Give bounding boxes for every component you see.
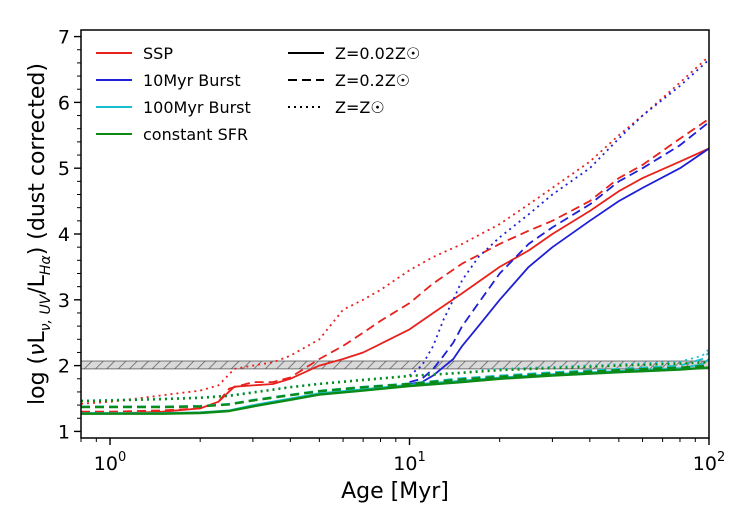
series-line-100myr-burst-z-z: [81, 348, 709, 402]
y-tick-label: 7: [58, 27, 70, 49]
series-line-constant-sfr-z-0-02z: [81, 366, 709, 415]
series-line-10myr-burst-z-z: [408, 58, 709, 377]
y-tick-label: 6: [58, 92, 70, 114]
shaded-band-layer: [81, 360, 709, 370]
legend-label-metallicity: Z=0.02Z☉: [335, 44, 420, 63]
series-line-10myr-burst-z-0-2z: [409, 121, 709, 383]
y-axis-ticks: 1 2 3 4 5 6 7: [58, 27, 81, 443]
y-tick-label: 3: [58, 290, 70, 312]
series-line-ssp-z-0-2z: [81, 118, 709, 413]
y-tick-label: 4: [58, 224, 70, 246]
series-layer: [81, 55, 709, 415]
legend-label-10myr-burst: 10Myr Burst: [143, 71, 241, 90]
series-line-10myr-burst-z-0-02z: [409, 147, 709, 385]
x-tick-label: 100: [94, 450, 126, 475]
legend: SSP 10Myr Burst 100Myr Burst constant SFR Z=…: [96, 44, 420, 144]
y-axis-title: log (νLν, UV/LHα) (dust corrected): [25, 63, 54, 405]
x-tick-label: 101: [393, 450, 425, 475]
plot-frame: [80, 29, 710, 439]
x-axis-ticks: 100 101 102: [80, 438, 725, 475]
shaded-band: [81, 360, 709, 370]
series-line-ssp-z-0-02z: [81, 147, 709, 415]
y-tick-label: 5: [58, 158, 70, 180]
legend-label-ssp: SSP: [143, 44, 173, 63]
series-line-constant-sfr-z-0-2z: [81, 364, 709, 409]
legend-label-constant-sfr: constant SFR: [143, 125, 248, 144]
x-axis-title: Age [Myr]: [341, 479, 449, 504]
x-tick-label: 102: [693, 450, 725, 475]
legend-label-metallicity: Z=Z☉: [335, 98, 385, 117]
series-line-100myr-burst-z-0-2z: [81, 351, 709, 408]
y-tick-label: 1: [58, 421, 70, 443]
y-tick-label: 2: [58, 356, 70, 378]
legend-label-100myr-burst: 100Myr Burst: [143, 98, 251, 117]
legend-label-metallicity: Z=0.2Z☉: [335, 71, 410, 90]
